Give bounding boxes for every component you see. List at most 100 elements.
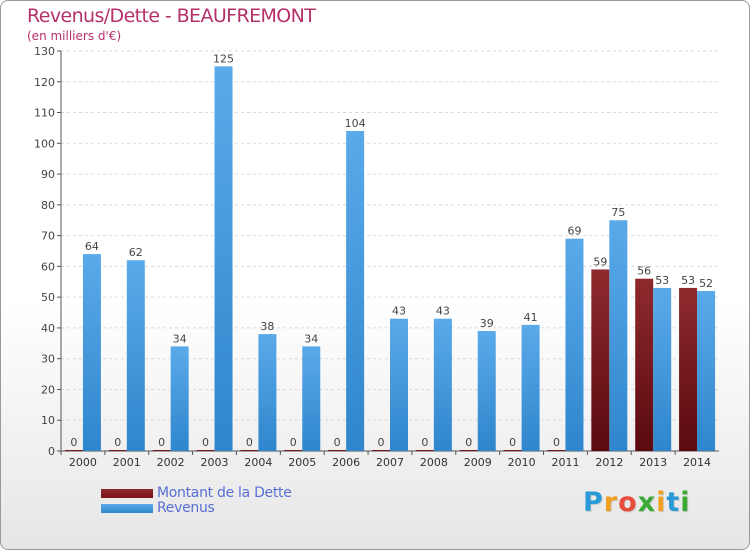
data-label-dette: 0: [334, 436, 341, 449]
data-label-revenus: 39: [480, 317, 494, 330]
y-tick-label: 90: [41, 168, 55, 181]
bar-revenus: [82, 254, 101, 451]
data-label-revenus: 34: [304, 332, 318, 345]
bar-revenus: [433, 318, 452, 451]
data-label-revenus: 52: [699, 277, 713, 290]
data-label-dette: 0: [70, 436, 77, 449]
bar-revenus: [697, 291, 716, 451]
logo-letter: i: [680, 487, 691, 518]
y-tick-label: 10: [41, 414, 55, 427]
logo-letter: t: [666, 487, 681, 518]
x-tick-label: 2013: [639, 456, 667, 469]
data-label-dette: 0: [114, 436, 121, 449]
bar-dette: [284, 450, 303, 451]
bar-revenus: [214, 66, 233, 451]
bar-revenus: [346, 131, 365, 451]
bar-dette: [547, 450, 566, 451]
bar-dette: [415, 450, 434, 451]
bar-revenus: [126, 260, 145, 451]
bar-dette: [64, 450, 83, 451]
y-tick-label: 0: [48, 445, 55, 458]
data-label-revenus: 64: [85, 240, 99, 253]
data-label-revenus: 62: [129, 246, 143, 259]
data-label-dette: 0: [290, 436, 297, 449]
bar-revenus: [390, 318, 408, 451]
y-tick-label: 80: [41, 199, 55, 212]
y-tick-label: 120: [34, 76, 55, 89]
bar-dette: [108, 450, 127, 451]
logo-letter: o: [618, 487, 638, 518]
legend-swatch-dette: [101, 489, 153, 498]
data-label-dette: 53: [681, 274, 695, 287]
bar-revenus: [521, 324, 540, 451]
chart-title: Revenus/Dette - BEAUFREMONT: [27, 5, 316, 27]
logo-letter: x: [637, 487, 657, 518]
y-tick-label: 50: [41, 291, 55, 304]
data-label-dette: 59: [593, 255, 607, 268]
bar-dette: [459, 450, 478, 451]
bar-dette: [679, 287, 698, 451]
proxiti-logo: Proxiti: [583, 487, 691, 518]
x-tick-label: 2003: [201, 456, 229, 469]
y-tick-label: 20: [41, 383, 55, 396]
bar-revenus: [258, 334, 277, 451]
y-tick-label: 100: [34, 137, 55, 150]
data-label-revenus: 53: [655, 274, 669, 287]
y-tick-label: 70: [41, 230, 55, 243]
bar-dette: [328, 450, 347, 451]
logo-letter: r: [603, 487, 619, 518]
x-tick-label: 2006: [332, 456, 360, 469]
x-tick-label: 2004: [244, 456, 272, 469]
bar-revenus: [477, 331, 496, 451]
bar-revenus: [302, 346, 321, 451]
data-label-revenus: 104: [345, 117, 366, 130]
data-label-revenus: 41: [524, 311, 538, 324]
chart-subtitle: (en milliers d'€): [27, 29, 122, 43]
y-tick-label: 30: [41, 353, 55, 366]
y-tick-label: 110: [34, 107, 55, 120]
data-label-dette: 56: [637, 265, 651, 278]
y-tick-label: 40: [41, 322, 55, 335]
legend-label-dette: Montant de la Dette: [157, 485, 292, 501]
bar-dette: [591, 269, 610, 451]
x-tick-label: 2008: [420, 456, 448, 469]
data-label-revenus: 43: [392, 305, 406, 318]
bar-dette: [635, 278, 654, 451]
bar-dette: [240, 450, 259, 451]
data-label-dette: 0: [465, 436, 472, 449]
bar-dette: [372, 450, 390, 451]
x-tick-label: 2014: [683, 456, 711, 469]
data-label-dette: 0: [202, 436, 209, 449]
data-label-dette: 0: [158, 436, 165, 449]
data-label-dette: 0: [421, 436, 428, 449]
data-label-dette: 0: [246, 436, 253, 449]
bar-revenus: [609, 220, 628, 451]
x-tick-label: 2007: [376, 456, 404, 469]
bar-revenus: [170, 346, 189, 451]
bar-revenus: [653, 287, 672, 451]
data-label-dette: 0: [509, 436, 516, 449]
bar-revenus: [565, 238, 584, 451]
bar-dette: [152, 450, 171, 451]
logo-letter: P: [583, 487, 604, 518]
logo-letter: i: [656, 487, 667, 518]
x-tick-label: 2009: [464, 456, 492, 469]
y-tick-label: 60: [41, 260, 55, 273]
data-label-revenus: 125: [213, 52, 234, 65]
x-tick-label: 2011: [551, 456, 579, 469]
legend-swatch-revenus: [101, 504, 153, 513]
data-label-revenus: 34: [173, 332, 187, 345]
legend-label-revenus: Revenus: [157, 500, 215, 516]
data-label-dette: 0: [378, 436, 385, 449]
x-tick-label: 2000: [69, 456, 97, 469]
data-label-dette: 0: [553, 436, 560, 449]
y-tick-label: 130: [34, 45, 55, 58]
bar-dette: [503, 450, 522, 451]
x-tick-label: 2010: [508, 456, 536, 469]
data-label-revenus: 43: [436, 305, 450, 318]
x-tick-label: 2012: [595, 456, 623, 469]
data-label-revenus: 69: [567, 225, 581, 238]
data-label-revenus: 38: [260, 320, 274, 333]
